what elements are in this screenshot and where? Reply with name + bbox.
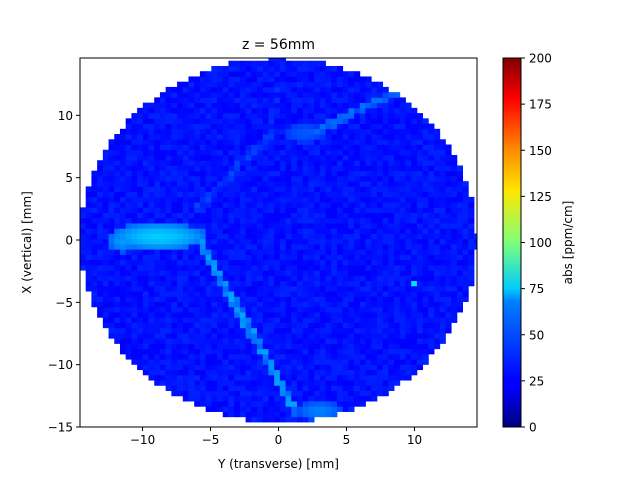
colorbar-tick-label: 50 (529, 328, 544, 342)
colorbar-tick-label: 125 (529, 190, 552, 204)
x-axis-label: Y (transverse) [mm] (217, 457, 339, 471)
colorbar (502, 57, 522, 428)
heatmap-layer (80, 58, 477, 423)
x-tick-label: −5 (202, 433, 220, 447)
x-tick-label: 0 (275, 433, 283, 447)
y-tick-label: −10 (48, 358, 73, 372)
x-axis: −10 −5 0 5 10 (130, 427, 422, 447)
colorbar-tick-label: 100 (529, 236, 552, 250)
y-axis-label: X (vertical) [mm] (20, 191, 34, 294)
x-tick-label: 5 (343, 433, 351, 447)
colorbar-ticks: 0 25 50 75 100 125 150 175 200 (521, 52, 552, 435)
colorbar-tick-label: 200 (529, 52, 552, 66)
y-tick-label: −15 (48, 421, 73, 435)
y-tick-label: 5 (65, 171, 73, 185)
x-tick-label: −10 (130, 433, 155, 447)
colorbar-tick-label: 25 (529, 374, 544, 388)
y-tick-label: 0 (65, 234, 73, 248)
x-tick-label: 10 (407, 433, 422, 447)
y-tick-label: −5 (55, 296, 73, 310)
colorbar-tick-label: 75 (529, 282, 544, 296)
chart-title: z = 56mm (242, 37, 315, 53)
y-axis: −15 −10 −5 0 5 10 (48, 109, 80, 435)
colorbar-tick-label: 175 (529, 98, 552, 112)
colorbar-tick-label: 150 (529, 144, 552, 158)
colorbar-label: abs [ppm/cm] (561, 201, 575, 285)
colorbar-tick-label: 0 (529, 421, 537, 435)
y-tick-label: 10 (58, 109, 73, 123)
